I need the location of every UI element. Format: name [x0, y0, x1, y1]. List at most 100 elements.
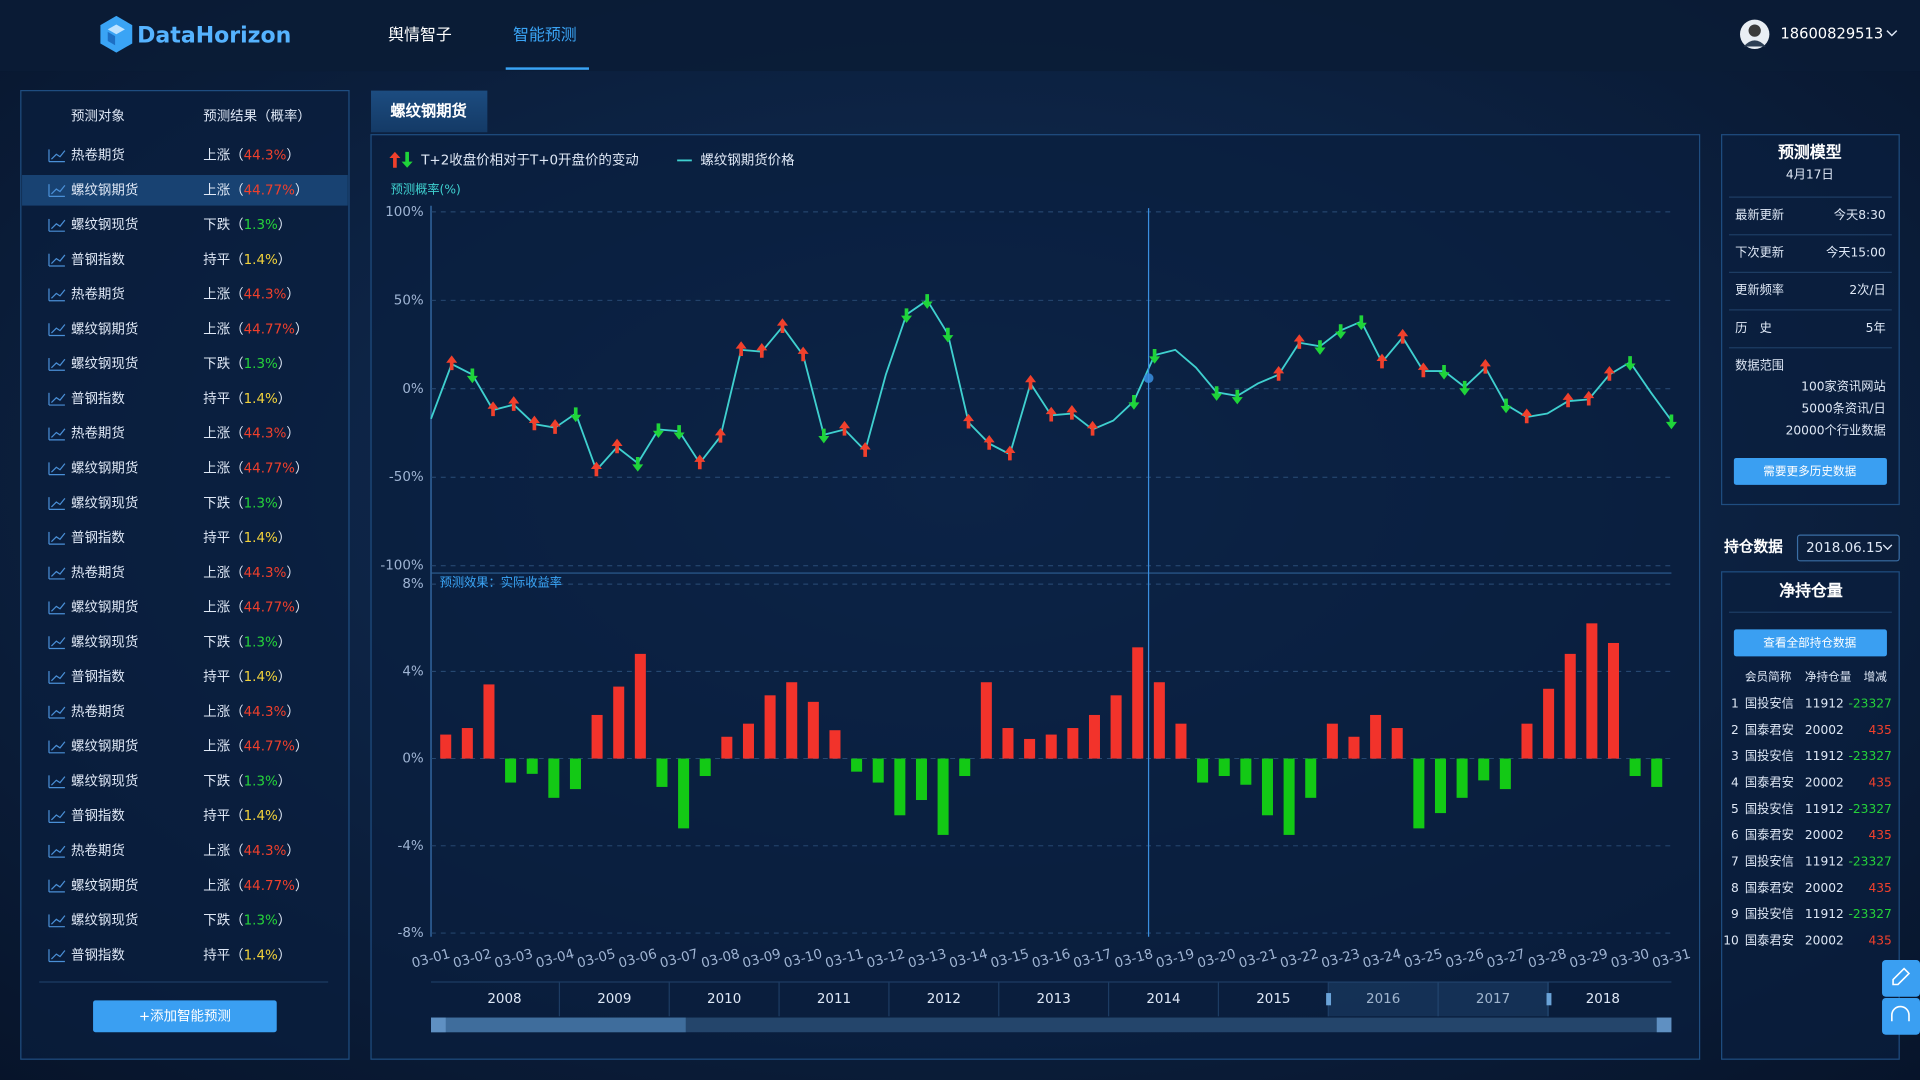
member: 国泰君安: [1745, 827, 1794, 842]
sidebar-row[interactable]: 热卷期货 上涨（44.3%）: [48, 286, 300, 303]
sidebar-row[interactable]: 热卷期货 上涨（44.3%）: [48, 425, 300, 442]
result-label: 下跌: [203, 913, 230, 929]
row-result: 持平（1.4%）: [203, 252, 291, 268]
date-select[interactable]: [1796, 534, 1900, 562]
row-icon: [50, 567, 66, 577]
bracket: ）: [278, 948, 291, 963]
user-menu[interactable]: 18600829513: [1740, 19, 1898, 49]
timeline-year[interactable]: 2011: [817, 992, 851, 1007]
timeline-year[interactable]: 2009: [597, 992, 631, 1007]
row-target: 螺纹钢期货: [71, 181, 138, 198]
timeline-handle[interactable]: [1326, 993, 1332, 1006]
bracket: （: [230, 461, 243, 476]
tab[interactable]: [371, 90, 488, 133]
direction-arrow: [1149, 349, 1161, 364]
model-date: 4月17日: [1786, 168, 1834, 182]
bracket: ）: [286, 566, 299, 581]
timeline-year[interactable]: 2014: [1146, 992, 1180, 1007]
history-button[interactable]: [1733, 457, 1887, 485]
timeline-window: [1328, 982, 1549, 1017]
result-label: 上涨: [203, 460, 230, 476]
timeline-year[interactable]: 2016: [1366, 992, 1400, 1007]
sidebar-row[interactable]: 普钢指数 持平（1.4%）: [48, 808, 291, 824]
return-bar: [807, 701, 819, 759]
edit-button[interactable]: [1882, 960, 1920, 997]
scrollbar-thumb[interactable]: [431, 1017, 686, 1033]
sidebar-row[interactable]: 螺纹钢期货 上涨（44.77%）: [22, 174, 348, 206]
timeline-year[interactable]: 2010: [707, 992, 741, 1007]
model-range: 5000条资讯/日: [1802, 401, 1886, 415]
member: 国泰君安: [1745, 775, 1794, 790]
row-target: 螺纹钢现货: [71, 355, 138, 372]
nav-item[interactable]: 舆情智子: [388, 25, 452, 44]
y-tick-label: 0%: [402, 752, 424, 767]
sidebar-row[interactable]: 普钢指数 持平（1.4%）: [48, 391, 291, 407]
return-bar: [764, 695, 776, 759]
row-icon: [50, 741, 66, 751]
nav-item-active[interactable]: 智能预测: [513, 25, 577, 44]
sidebar-row[interactable]: 螺纹钢期货 上涨（44.77%）: [48, 459, 308, 476]
row-target: 螺纹钢期货: [71, 599, 138, 616]
sidebar-row[interactable]: 螺纹钢期货 上涨（44.77%）: [48, 877, 308, 894]
row-icon: [50, 463, 66, 473]
y-tick-label: 0%: [402, 382, 424, 397]
annotation: 预测效果：实际收益率: [440, 574, 562, 589]
change: 435: [1868, 723, 1891, 737]
sidebar-row[interactable]: 螺纹钢期货 上涨（44.77%）: [48, 738, 308, 755]
sidebar-row[interactable]: 普钢指数 持平（1.4%）: [48, 530, 291, 546]
row-result: 下跌（1.3%）: [203, 773, 291, 789]
row-target: 普钢指数: [71, 252, 125, 268]
direction-arrow: [673, 425, 685, 440]
timeline-year[interactable]: 2013: [1037, 992, 1071, 1007]
sidebar-row[interactable]: 螺纹钢现货 下跌（1.3%）: [48, 912, 291, 929]
positions-button[interactable]: [1733, 629, 1887, 657]
sidebar-row[interactable]: 热卷期货 上涨（44.3%）: [48, 703, 300, 720]
row-result: 持平（1.4%）: [203, 391, 291, 407]
direction-arrow: [1293, 334, 1305, 349]
result-prob: 44.77%: [244, 183, 296, 198]
sidebar-row[interactable]: 热卷期货 上涨（44.3%）: [48, 564, 300, 581]
sidebar-row[interactable]: 螺纹钢现货 下跌（1.3%）: [48, 633, 291, 650]
result-label: 上涨: [203, 287, 230, 303]
row-result: 持平（1.4%）: [203, 669, 291, 685]
result-label: 上涨: [203, 600, 230, 616]
bracket: ）: [295, 461, 308, 476]
table-header: 净持仓量: [1805, 670, 1852, 684]
sidebar-row[interactable]: 螺纹钢期货 上涨（44.77%）: [48, 599, 308, 616]
sidebar-row[interactable]: 螺纹钢现货 下跌（1.3%）: [48, 494, 291, 511]
return-bar: [505, 758, 517, 783]
timeline-year[interactable]: 2015: [1256, 992, 1290, 1007]
sidebar-row[interactable]: 螺纹钢期货 上涨（44.77%）: [48, 320, 308, 337]
return-bar: [1543, 688, 1555, 759]
add-button[interactable]: [93, 1000, 277, 1033]
sidebar-row[interactable]: 螺纹钢现货 下跌（1.3%）: [48, 216, 291, 233]
timeline-handle[interactable]: [1546, 993, 1552, 1006]
sidebar-row[interactable]: 热卷期货 上涨（44.3%）: [48, 147, 300, 164]
row-target: 螺纹钢期货: [71, 320, 138, 337]
sidebar-row[interactable]: 普钢指数 持平（1.4%）: [48, 669, 291, 685]
return-bar: [1283, 758, 1295, 835]
timeline-year[interactable]: 2008: [487, 992, 521, 1007]
sidebar-row[interactable]: 螺纹钢现货 下跌（1.3%）: [48, 772, 291, 789]
support-button[interactable]: [1882, 997, 1920, 1035]
sidebar-panel: [20, 90, 350, 1060]
logo[interactable]: DataHorizon: [100, 15, 291, 53]
timeline-year[interactable]: 2017: [1476, 992, 1510, 1007]
member: 国投安信: [1745, 801, 1794, 816]
change: 435: [1868, 934, 1891, 948]
result-prob: 1.3%: [244, 357, 278, 372]
sidebar-row[interactable]: 普钢指数 持平（1.4%）: [48, 947, 291, 963]
rank: 7: [1731, 855, 1739, 869]
scrollbar-track: [431, 1017, 1672, 1033]
sidebar-row[interactable]: 热卷期货 上涨（44.3%）: [48, 842, 300, 859]
sidebar-row[interactable]: 普钢指数 持平（1.4%）: [48, 252, 291, 268]
scrollbar-end: [431, 1017, 446, 1033]
row-icon: [50, 532, 66, 543]
member: 国泰君安: [1745, 880, 1794, 895]
sidebar-row[interactable]: 螺纹钢现货 下跌（1.3%）: [48, 355, 291, 372]
result-label: 持平: [203, 530, 230, 546]
timeline-year[interactable]: 2018: [1586, 992, 1620, 1007]
direction-arrow: [1459, 380, 1471, 396]
timeline-year[interactable]: 2012: [927, 992, 961, 1007]
